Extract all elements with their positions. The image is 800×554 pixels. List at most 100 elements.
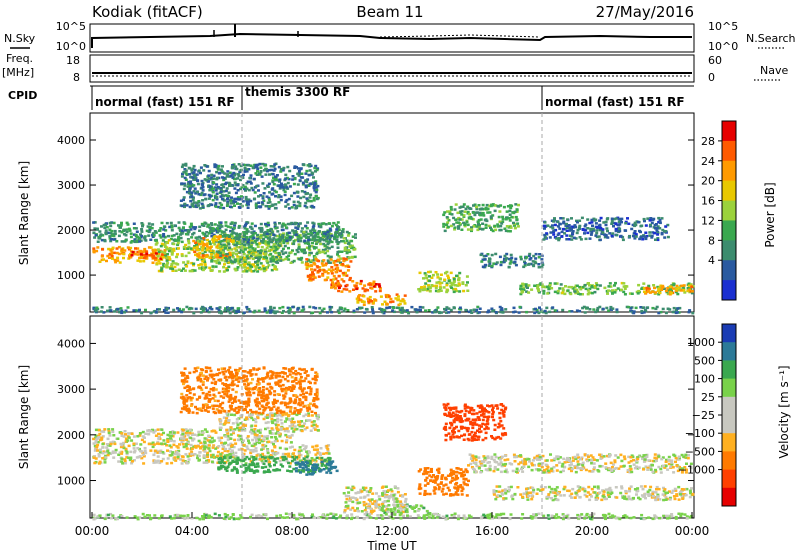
scatter-cell (329, 233, 333, 236)
scatter-cell (345, 497, 349, 501)
scatter-cell (96, 449, 100, 452)
scatter-cell (314, 190, 318, 194)
scatter-cell (201, 254, 205, 257)
scatter-cell (320, 222, 324, 225)
scatter-cell (259, 262, 263, 265)
scatter-cell (496, 225, 500, 228)
scatter-cell (574, 237, 578, 240)
scatter-cell (250, 227, 254, 231)
scatter-cell (425, 276, 429, 280)
scatter-cell (275, 310, 279, 313)
scatter-cell (650, 236, 654, 239)
scatter-cell (234, 269, 238, 272)
scatter-cell (387, 295, 391, 298)
scatter-cell (210, 251, 214, 254)
scatter-cell (283, 190, 287, 193)
scatter-cell (247, 466, 251, 470)
scatter-cell (237, 262, 241, 265)
scatter-cell (424, 274, 428, 277)
scatter-cell (642, 311, 646, 314)
scatter-cell (261, 443, 265, 447)
scatter-cell (224, 456, 228, 460)
scatter-cell (259, 194, 263, 197)
scatter-cell (532, 254, 536, 258)
scatter-cell (153, 429, 157, 432)
scatter-cell (285, 237, 289, 241)
scatter-cell (485, 203, 489, 207)
scatter-cell (537, 266, 541, 269)
scatter-cell (281, 222, 285, 225)
scatter-cell (300, 230, 304, 233)
scatter-cell (113, 442, 117, 446)
scatter-cell (505, 252, 509, 256)
scatter-cell (224, 221, 228, 224)
scatter-cell (660, 288, 664, 291)
scatter-cell (556, 220, 560, 224)
scatter-cell (255, 256, 259, 259)
scatter-cell (436, 276, 440, 279)
scatter-cell (288, 236, 292, 239)
scatter-cell (124, 239, 128, 242)
scatter-cell (222, 230, 226, 234)
scatter-cell (197, 439, 201, 443)
scatter-cell (166, 437, 170, 441)
scatter-cell (278, 446, 282, 450)
scatter-cell (142, 462, 146, 465)
scatter-cell (196, 252, 200, 256)
scatter-cell (244, 462, 248, 465)
scatter-cell (531, 260, 535, 263)
scatter-cell (274, 432, 278, 435)
scatter-cell (280, 225, 284, 228)
scatter-cell (165, 247, 169, 251)
scatter-cell (216, 235, 220, 239)
scatter-cell (254, 447, 258, 450)
scatter-cell (146, 225, 150, 228)
scatter-cell (277, 184, 281, 188)
scatter-cell (355, 297, 359, 300)
scatter-cell (171, 435, 175, 438)
scatter-cell (247, 238, 251, 241)
scatter-cell (111, 257, 114, 260)
scatter-cell (672, 306, 676, 310)
scatter-cell (301, 176, 305, 179)
scatter-cell (262, 239, 265, 243)
scatter-cell (165, 462, 169, 465)
scatter-cell (341, 263, 345, 266)
scatter-cell (115, 251, 119, 255)
scatter-cell (223, 449, 227, 453)
scatter-cell (281, 186, 285, 189)
scatter-cell (485, 219, 489, 223)
scatter-cell (189, 228, 193, 231)
scatter-cell (230, 469, 234, 472)
scatter-cell (104, 456, 108, 459)
scatter-cell (229, 437, 233, 440)
scatter-cell (434, 289, 438, 293)
scatter-cell (267, 198, 271, 201)
scatter-cell (188, 225, 192, 229)
scatter-cell (339, 261, 342, 264)
scatter-cell (134, 247, 137, 250)
scatter-cell (617, 224, 621, 227)
scatter-cell (208, 439, 212, 442)
scatter-cell (609, 305, 613, 309)
scatter-cell (180, 440, 184, 444)
scatter-cell (155, 241, 159, 245)
scatter-cell (314, 423, 318, 427)
scatter-cell (156, 455, 160, 458)
scatter-cell (262, 233, 266, 237)
scatter-cell (371, 492, 375, 495)
scatter-cell (195, 173, 199, 176)
scatter-cell (586, 231, 590, 235)
scatter-cell (309, 469, 313, 473)
scatter-cell (155, 262, 159, 265)
scatter-cell (398, 308, 402, 311)
scatter-cell (259, 170, 263, 174)
scatter-cell (481, 258, 485, 261)
scatter-cell (509, 206, 513, 210)
scatter-cell (354, 233, 357, 236)
scatter-cell (558, 222, 562, 226)
scatter-cell (315, 416, 319, 419)
scatter-cell (152, 461, 156, 464)
scatter-cell (683, 291, 687, 294)
scatter-cell (285, 232, 289, 235)
